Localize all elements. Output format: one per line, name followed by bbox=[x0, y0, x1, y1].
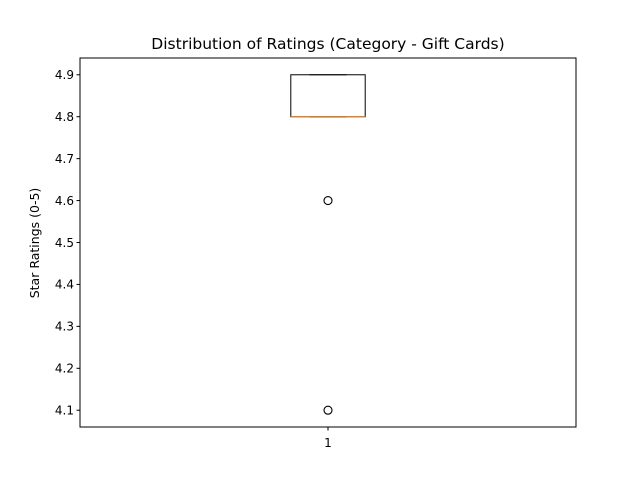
y-tick-label: 4.1 bbox=[55, 404, 74, 418]
x-tick-label: 1 bbox=[324, 436, 332, 450]
y-tick-label: 4.9 bbox=[55, 68, 74, 82]
y-axis-label: Star Ratings (0-5) bbox=[27, 188, 42, 299]
outlier-point bbox=[323, 405, 333, 415]
y-tick-label: 4.3 bbox=[55, 320, 74, 334]
y-tick-label: 4.4 bbox=[55, 278, 74, 292]
y-tick-label: 4.6 bbox=[55, 194, 74, 208]
plot-area-frame bbox=[79, 57, 577, 428]
outlier-point bbox=[323, 196, 333, 206]
x-axis: 1 bbox=[324, 427, 332, 450]
y-tick-label: 4.8 bbox=[55, 110, 74, 124]
chart-title: Distribution of Ratings (Category - Gift… bbox=[151, 35, 504, 53]
y-tick-label: 4.7 bbox=[55, 152, 74, 166]
y-tick-label: 4.2 bbox=[55, 362, 74, 376]
y-axis: 4.1 4.2 4.3 4.4 4.5 4.6 4.7 4.8 4.9 bbox=[55, 68, 80, 418]
box-series bbox=[290, 74, 366, 415]
y-tick-label: 4.5 bbox=[55, 236, 74, 250]
